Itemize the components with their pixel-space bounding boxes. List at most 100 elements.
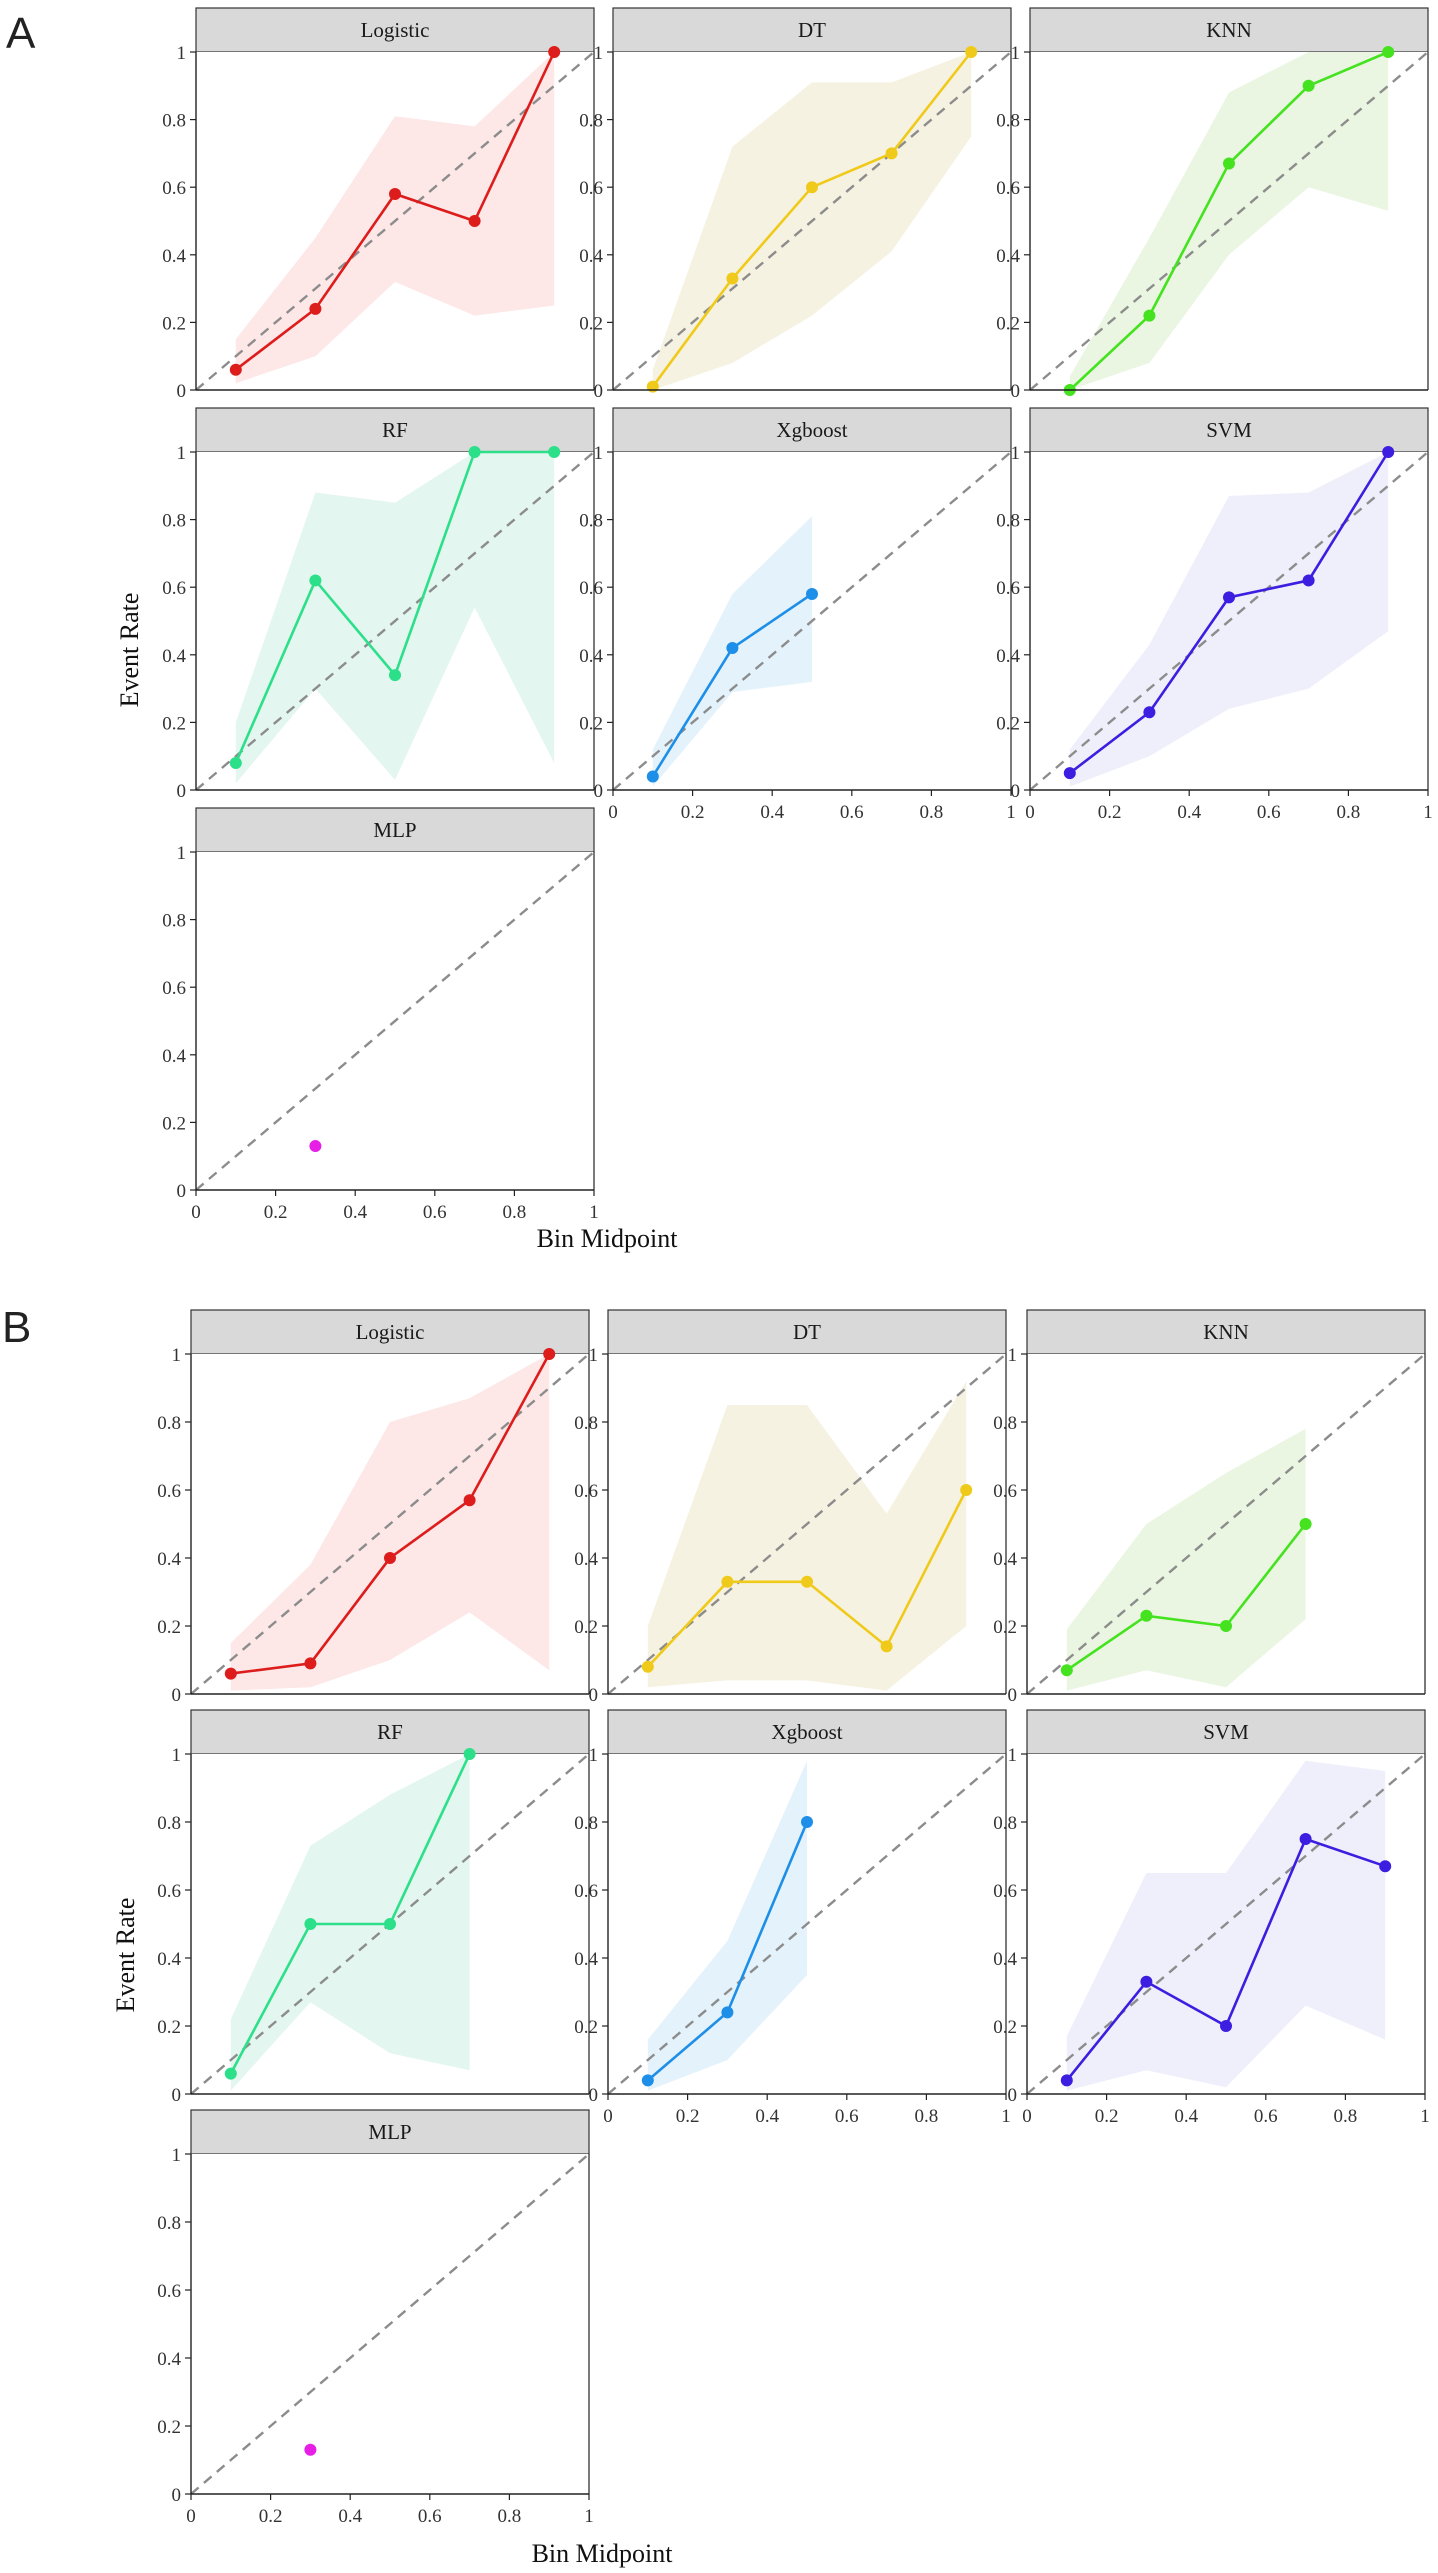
y-tick-label: 0.8 <box>996 111 1020 132</box>
panel-letter: A <box>6 9 36 58</box>
facet-xgboost: Xgboost 0 0.2 0.4 0.6 0.8 1 0 0.2 0.4 0.6 0.8 1 <box>579 407 1016 823</box>
y-tick-label: 0 <box>589 2085 599 2106</box>
data-point <box>1220 2020 1232 2032</box>
y-tick-label: 0 <box>172 1685 182 1706</box>
data-point <box>726 642 739 655</box>
data-point <box>1302 574 1315 587</box>
facet-strip <box>612 7 1012 53</box>
facet-title: Logistic <box>356 1320 425 1344</box>
y-tick-label: 0 <box>1008 2085 1018 2106</box>
x-tick-label: 0.6 <box>1257 802 1281 823</box>
data-point <box>1382 446 1395 458</box>
y-tick-label: 0.6 <box>579 578 603 599</box>
data-point <box>548 46 561 58</box>
data-point <box>880 1640 893 1653</box>
y-tick-label: 0.4 <box>579 246 603 267</box>
y-tick-label: 0.8 <box>162 111 186 132</box>
data-point <box>309 574 322 587</box>
x-tick-label: 0.6 <box>418 2506 442 2527</box>
facet-dt: DT 0 0.2 0.4 0.6 0.8 1 <box>574 1309 1007 1706</box>
data-point <box>463 1494 476 1507</box>
facet-title: Xgboost <box>776 418 847 442</box>
data-point <box>806 181 818 194</box>
y-tick-label: 0.8 <box>993 1413 1017 1434</box>
x-tick-label: 0.4 <box>338 2506 362 2527</box>
y-tick-label: 1 <box>1008 1345 1018 1366</box>
reference-diagonal <box>607 1753 1007 2095</box>
data-point <box>463 1748 476 1760</box>
data-point <box>309 302 322 315</box>
y-tick-label: 1 <box>177 843 187 864</box>
data-point <box>1220 1620 1232 1632</box>
facet-strip <box>190 2109 590 2155</box>
y-tick-label: 0.6 <box>579 178 603 199</box>
y-tick-label: 0.4 <box>157 2349 181 2370</box>
data-point <box>468 215 481 227</box>
y-tick-label: 0 <box>1011 781 1021 802</box>
data-point <box>1302 79 1315 92</box>
x-tick-label: 1 <box>1006 802 1016 823</box>
x-tick-label: 0 <box>1022 2106 1032 2127</box>
facet-title: MLP <box>373 818 416 842</box>
reference-diagonal <box>1029 51 1429 391</box>
data-point <box>1223 157 1235 170</box>
facet-strip <box>607 1309 1007 1355</box>
data-point <box>304 2443 317 2456</box>
data-point <box>384 1552 396 1564</box>
y-tick-label: 0.2 <box>157 2017 181 2038</box>
y-tick-label: 0 <box>1008 1685 1018 1706</box>
facet-strip <box>195 407 595 453</box>
data-point <box>304 1657 317 1670</box>
y-tick-label: 0 <box>177 1181 187 1202</box>
calibration-line <box>1066 1523 1307 1672</box>
y-tick-label: 0.6 <box>162 978 186 999</box>
y-tick-label: 0.4 <box>996 646 1020 667</box>
facet-mlp: MLP 0 0.2 0.4 0.6 0.8 1 0 0.2 0.4 0.6 0.8 1 <box>162 807 599 1223</box>
facet-strip <box>612 407 1012 453</box>
x-tick-label: 0.6 <box>423 1202 447 1223</box>
y-tick-label: 0.6 <box>574 1481 598 1502</box>
x-tick-label: 0.2 <box>259 2506 283 2527</box>
x-tick-label: 0 <box>191 1202 201 1223</box>
y-tick-label: 1 <box>1011 443 1021 464</box>
data-point <box>801 1575 813 1588</box>
reference-diagonal <box>1029 451 1429 791</box>
y-tick-label: 0.4 <box>574 1949 598 1970</box>
y-tick-label: 1 <box>1011 43 1021 64</box>
data-point <box>646 770 659 783</box>
x-tick-label: 0.2 <box>1098 802 1122 823</box>
data-point <box>389 187 401 200</box>
data-point <box>641 2074 654 2087</box>
y-tick-label: 0.4 <box>993 1949 1017 1970</box>
data-point <box>224 1667 237 1680</box>
y-tick-label: 0.6 <box>157 1481 181 1502</box>
y-axis-title: Event Rate <box>115 593 144 708</box>
y-tick-label: 0.2 <box>993 1617 1017 1638</box>
x-tick-label: 0.6 <box>835 2106 859 2127</box>
y-tick-label: 0.8 <box>993 1813 1017 1834</box>
y-tick-label: 0.6 <box>996 578 1020 599</box>
x-tick-label: 1 <box>1423 802 1433 823</box>
data-point <box>1223 591 1235 604</box>
y-tick-label: 0.4 <box>579 646 603 667</box>
data-point <box>721 1575 734 1588</box>
confidence-band <box>647 1381 967 1691</box>
data-point <box>1060 1664 1073 1677</box>
reference-diagonal <box>612 51 1012 391</box>
y-tick-label: 0.8 <box>162 911 186 932</box>
reference-diagonal <box>1026 1353 1426 1695</box>
y-tick-label: 0.8 <box>157 1813 181 1834</box>
data-point <box>229 363 242 376</box>
data-point <box>548 446 561 458</box>
facet-logistic: Logistic 0 0.2 0.4 0.6 0.8 1 <box>157 1309 590 1706</box>
facet-dt: DT 0 0.2 0.4 0.6 0.8 1 <box>579 7 1012 402</box>
y-tick-label: 0.4 <box>996 246 1020 267</box>
facet-rf: RF 0 0.2 0.4 0.6 0.8 1 <box>162 407 595 802</box>
x-tick-label: 0 <box>603 2106 613 2127</box>
data-point <box>1299 1833 1312 1845</box>
y-tick-label: 0 <box>594 781 604 802</box>
y-tick-label: 0 <box>172 2085 182 2106</box>
data-point <box>960 1484 973 1496</box>
x-tick-label: 0.2 <box>681 802 705 823</box>
